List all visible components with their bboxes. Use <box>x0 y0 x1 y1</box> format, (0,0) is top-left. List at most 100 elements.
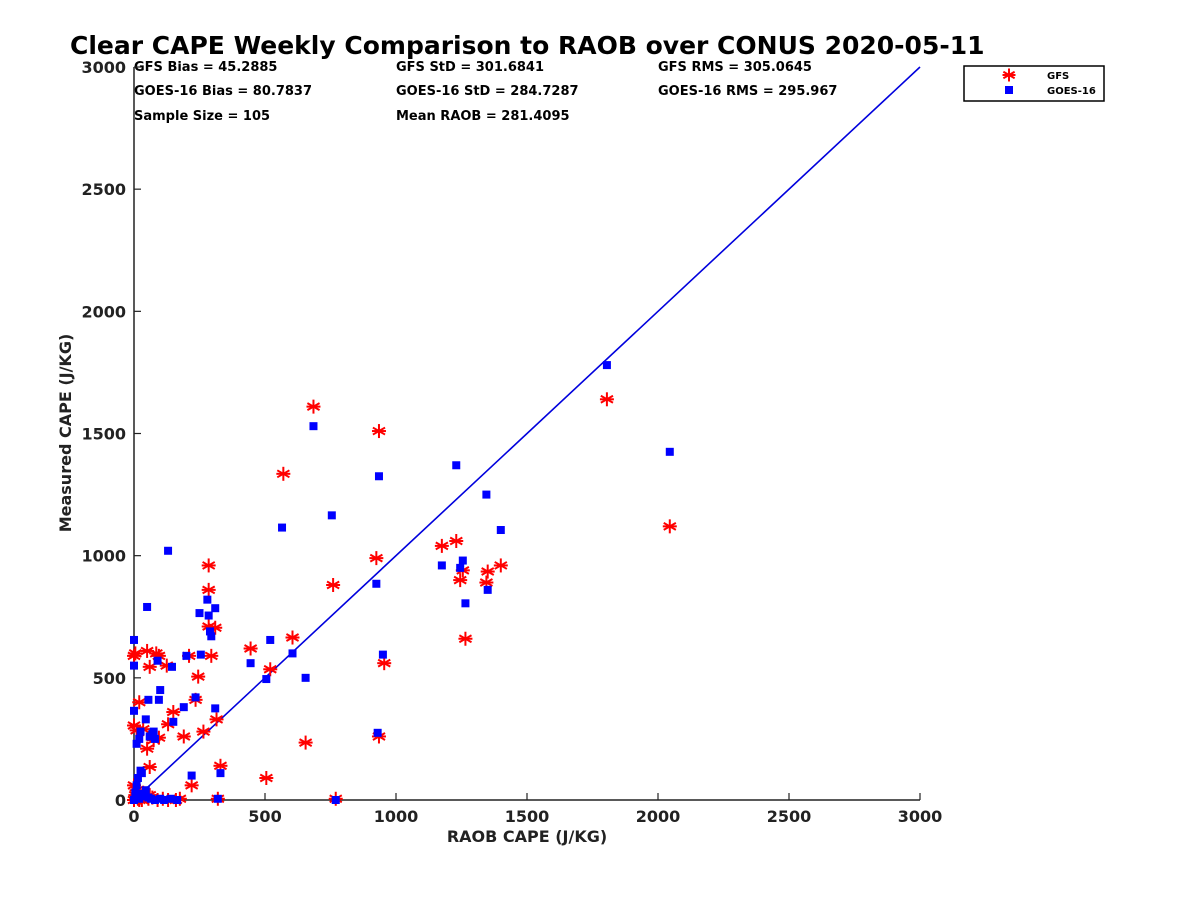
goes16-point <box>133 774 142 783</box>
goes16-point <box>207 632 216 641</box>
gfs-rms-stat: GFS RMS = 305.0645 <box>658 60 812 75</box>
goes16-point <box>150 796 159 804</box>
x-tick-label: 1000 <box>374 807 419 826</box>
gfs-point <box>434 538 449 553</box>
one-to-one-line-group <box>133 66 921 801</box>
goes16-point <box>288 649 297 658</box>
gfs-point <box>166 705 181 720</box>
y-axis-label: Measured CAPE (J/KG) <box>56 334 75 533</box>
goes16-point <box>458 556 467 565</box>
goes16-point <box>203 595 212 604</box>
goes16-point <box>160 796 169 804</box>
goes16-point <box>496 526 505 535</box>
goes16-point <box>191 693 200 702</box>
gfs-std-stat: GFS StD = 301.6841 <box>396 60 544 75</box>
goes16-point <box>602 361 611 370</box>
gfs-point <box>285 630 300 645</box>
goes16-point <box>266 635 275 644</box>
gfs-point <box>662 519 677 534</box>
goes16-point <box>132 739 141 748</box>
gfs-point <box>276 466 291 481</box>
one-to-one-line <box>133 66 921 801</box>
goes16-point <box>144 695 153 704</box>
goes16-point <box>195 609 204 618</box>
goes16-point <box>137 769 146 778</box>
gfs-point <box>599 392 614 407</box>
x-tick-label: 500 <box>248 807 281 826</box>
goes16-point <box>461 599 470 608</box>
stats-block: GFS Bias = 45.2885 GFS StD = 301.6841 GF… <box>134 60 837 124</box>
goes16-point <box>130 796 138 804</box>
gfs-point <box>176 729 191 744</box>
goes16-point <box>437 561 446 570</box>
y-tick-label: 1000 <box>81 547 126 566</box>
x-tick-label: 2000 <box>636 807 681 826</box>
gfs-point <box>263 662 278 677</box>
goes16-point <box>136 727 145 736</box>
legend-goes16-label: GOES-16 <box>1047 86 1096 97</box>
gfs-point <box>209 712 224 727</box>
goes16-point <box>130 706 138 715</box>
goes16-point <box>211 604 220 613</box>
x-axis-label: RAOB CAPE (J/KG) <box>447 827 607 846</box>
goes16-point <box>167 662 176 671</box>
goes16-point <box>182 651 191 660</box>
y-tick-label: 1500 <box>81 425 126 444</box>
goes16-point <box>187 771 196 780</box>
gfs-point <box>184 778 199 793</box>
gfs-point <box>371 424 386 439</box>
goes16-point <box>483 585 492 594</box>
legend-box <box>963 65 1105 102</box>
x-tick-label: 0 <box>128 807 139 826</box>
goes16-point <box>278 523 287 532</box>
goes16-point <box>331 796 340 804</box>
gfs-point <box>201 582 216 597</box>
goes16-point <box>141 715 150 724</box>
goes16-point <box>456 563 465 572</box>
gfs-point <box>259 771 274 786</box>
x-tick-label: 2500 <box>767 807 812 826</box>
goes16-point <box>301 673 310 682</box>
legend-gfs-label: GFS <box>1047 71 1069 82</box>
gfs-point <box>196 724 211 739</box>
y-tick-label: 3000 <box>81 58 126 77</box>
chart-title: Clear CAPE Weekly Comparison to RAOB ove… <box>70 31 985 60</box>
legend: GFS GOES-16 <box>963 65 1105 102</box>
goes16-point <box>173 796 182 804</box>
goes16-point <box>665 447 674 456</box>
goes16-point <box>211 704 220 713</box>
goes16-point <box>213 794 222 803</box>
gfs-point <box>458 631 473 646</box>
goes16-point <box>262 675 271 684</box>
gfs-point <box>493 558 508 573</box>
gfs-point <box>140 741 155 756</box>
goes16-point <box>205 627 214 636</box>
goes16-point <box>164 546 173 555</box>
legend-goes16-marker <box>1005 86 1013 94</box>
goes16-point <box>216 769 225 778</box>
y-tick-label: 500 <box>93 669 126 688</box>
goes16-series <box>130 361 674 804</box>
goes16-point <box>166 794 175 803</box>
gfs-point <box>453 573 468 588</box>
goes16-point <box>372 579 381 588</box>
x-tick-label: 1500 <box>505 807 550 826</box>
goes16-point <box>154 695 163 704</box>
x-tick-label: 3000 <box>898 807 943 826</box>
goes16-point <box>309 422 318 431</box>
axes: 0 500 1000 1500 2000 2500 3000 0 500 1000 1500 2000… <box>81 58 942 826</box>
goes16-point <box>373 728 382 737</box>
goes16-rms-stat: GOES-16 RMS = 295.967 <box>658 84 837 99</box>
gfs-point <box>480 564 495 579</box>
goes16-point <box>374 472 383 481</box>
goes16-point <box>143 602 152 611</box>
gfs-point <box>326 577 341 592</box>
goes16-bias-stat: GOES-16 Bias = 80.7837 <box>134 84 312 99</box>
gfs-point <box>243 641 258 656</box>
goes16-point <box>139 792 148 801</box>
legend-gfs-asterisk <box>1002 68 1016 82</box>
goes16-point <box>327 511 336 520</box>
gfs-point <box>128 646 143 661</box>
y-tick-label: 2500 <box>81 180 126 199</box>
goes16-point <box>482 490 491 499</box>
